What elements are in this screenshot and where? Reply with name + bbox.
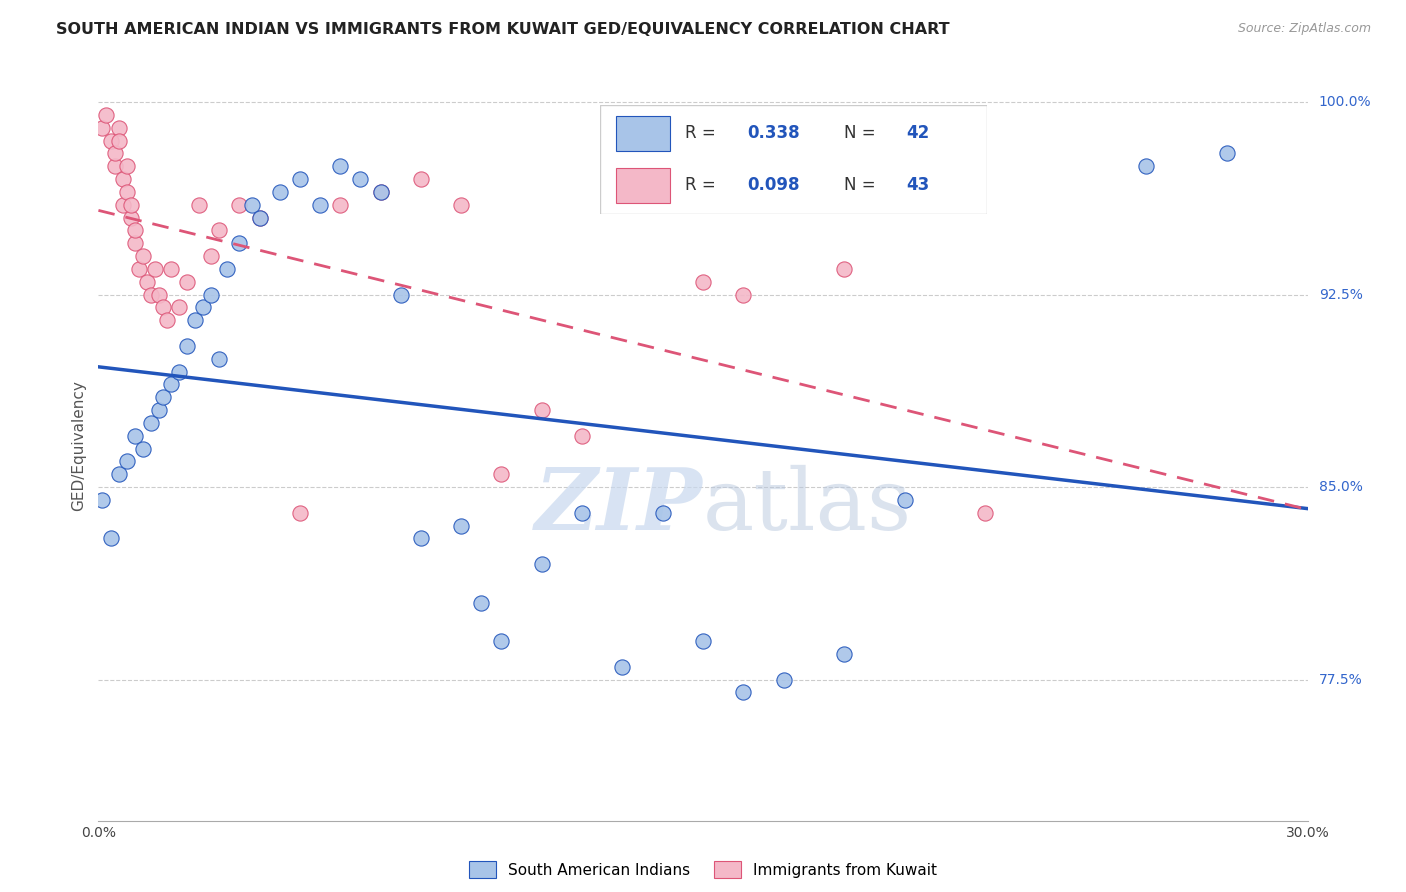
Point [139,416,162,430]
Point [1216,146,1239,161]
Point [288,506,311,520]
Point [143,262,166,277]
Point [832,262,855,277]
Point [208,223,231,237]
Point [148,287,170,301]
Point [100,134,122,148]
Point [571,428,593,442]
Point [208,351,231,366]
Point [249,211,271,225]
Point [240,198,263,212]
Point [228,236,250,251]
Point [184,313,207,327]
Point [571,506,593,520]
Point [450,198,472,212]
Point [148,403,170,417]
Point [200,249,222,263]
Y-axis label: GED/Equivalency: GED/Equivalency [72,381,87,511]
Point [491,467,513,482]
Point [100,532,122,546]
Point [103,159,125,173]
Point [200,287,222,301]
Point [612,659,634,673]
Point [733,685,755,699]
Point [329,198,352,212]
Point [692,275,714,289]
Point [107,467,129,482]
Point [349,172,371,186]
Text: 85.0%: 85.0% [1319,480,1362,494]
Point [188,198,211,212]
Point [167,365,190,379]
Point [228,198,250,212]
Point [772,673,794,687]
Point [530,403,553,417]
Point [124,236,146,251]
Point [491,634,513,648]
Point [176,275,198,289]
Point [893,492,915,507]
Text: 77.5%: 77.5% [1319,673,1362,687]
Text: ZIP: ZIP [536,464,703,548]
Point [91,492,114,507]
Point [135,275,157,289]
Point [111,172,134,186]
Point [160,377,183,392]
Text: 92.5%: 92.5% [1319,287,1362,301]
Point [96,108,118,122]
Point [120,211,142,225]
Point [115,454,138,468]
Point [193,301,215,315]
Point [832,647,855,661]
Point [370,185,392,199]
Point [91,120,114,135]
Legend: South American Indians, Immigrants from Kuwait: South American Indians, Immigrants from … [463,855,943,884]
Point [176,339,198,353]
Point [1135,159,1157,173]
Point [103,146,125,161]
Point [160,262,183,277]
Point [139,287,162,301]
Point [152,301,174,315]
Point [167,301,190,315]
Point [132,249,155,263]
Point [115,159,138,173]
Point [692,634,714,648]
Point [217,262,239,277]
Text: atlas: atlas [703,465,912,548]
Point [530,557,553,571]
Point [111,198,134,212]
Point [309,198,332,212]
Point [370,185,392,199]
Point [120,198,142,212]
Point [152,390,174,404]
Point [124,428,146,442]
Point [107,134,129,148]
Point [409,172,432,186]
Text: Source: ZipAtlas.com: Source: ZipAtlas.com [1237,22,1371,36]
Point [450,518,472,533]
Point [156,313,179,327]
Point [651,506,673,520]
Point [107,120,129,135]
Text: 100.0%: 100.0% [1319,95,1371,109]
Point [470,595,492,609]
Point [409,532,432,546]
Point [389,287,412,301]
Point [128,262,150,277]
Point [733,287,755,301]
Point [269,185,291,199]
Point [132,442,155,456]
Point [249,211,271,225]
Point [115,185,138,199]
Point [124,223,146,237]
Point [329,159,352,173]
Point [974,506,997,520]
Text: SOUTH AMERICAN INDIAN VS IMMIGRANTS FROM KUWAIT GED/EQUIVALENCY CORRELATION CHAR: SOUTH AMERICAN INDIAN VS IMMIGRANTS FROM… [56,22,950,37]
Point [288,172,311,186]
